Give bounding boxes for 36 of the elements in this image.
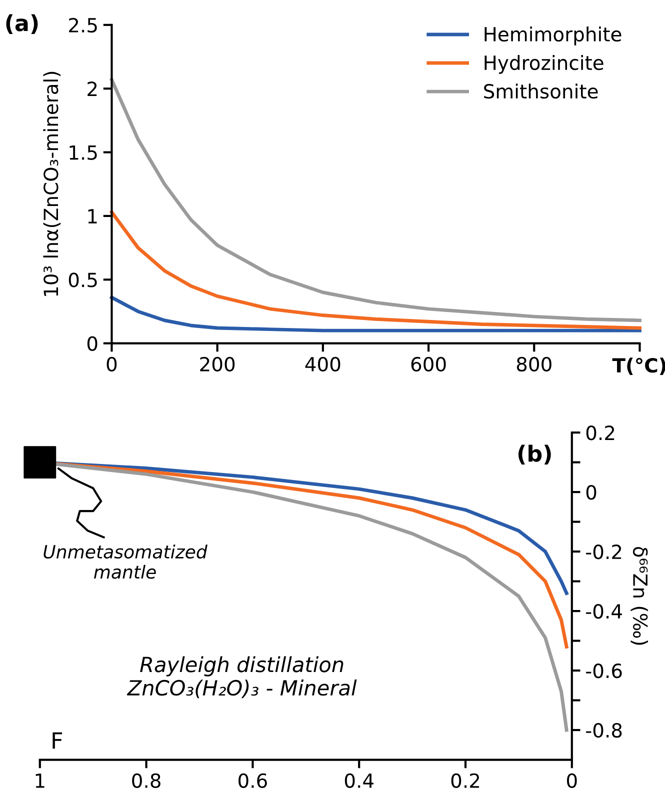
annotation: Rayleigh distillation ZnCO₃(H₂O)₃ - Mineral [126,656,357,698]
y-tick-label: -0.4 [586,604,622,619]
y-tick-label: -0.6 [586,663,622,678]
y-tick-label: 1 [88,209,97,224]
x-tick-label: 0 [106,356,117,372]
y-tick-label: 0 [87,336,98,351]
y-axis-title: 10³ lnα(ZnCO₃-mineral) [43,72,61,296]
text: (a) [6,14,38,34]
x-tick-label: 200 [200,356,235,372]
x-axis-title: F [52,732,62,749]
annotation: Unmetasomatized mantle [44,544,208,579]
y-tick-label: 0.5 [68,272,97,288]
y-tick-label: 0 [586,485,596,500]
x-tick-label: 0.4 [344,773,374,788]
legend-label: Smithsonite [484,84,598,99]
y-tick-label: -0.2 [586,544,622,560]
x-tick-label: 0.8 [132,773,160,788]
line-series [110,210,642,330]
x-tick-label: 0 [566,773,577,788]
x-tick-label: 0.6 [238,773,267,788]
x-tick-label: 800 [516,356,552,372]
legend-label: Hemimorphite [484,26,622,46]
x-tick-label: 600 [411,356,446,372]
y-axis-title: δ⁶⁶Zn (‰) [630,546,648,645]
annotation: (b) [518,444,551,465]
x-tick-label: 0.2 [451,773,480,788]
y-tick-label: 2.5 [69,18,97,33]
line-series [110,296,642,332]
legend-label: Hydrozincite [484,55,604,74]
y-tick-label: -0.8 [586,722,622,738]
y-tick-label: 0.2 [586,426,614,440]
y-tick-label: 1.5 [70,145,97,160]
x-tick-label: 1 [36,774,44,788]
x-tick-label: 400 [305,356,340,372]
y-tick-label: 2 [88,82,97,96]
line-series [110,78,642,322]
